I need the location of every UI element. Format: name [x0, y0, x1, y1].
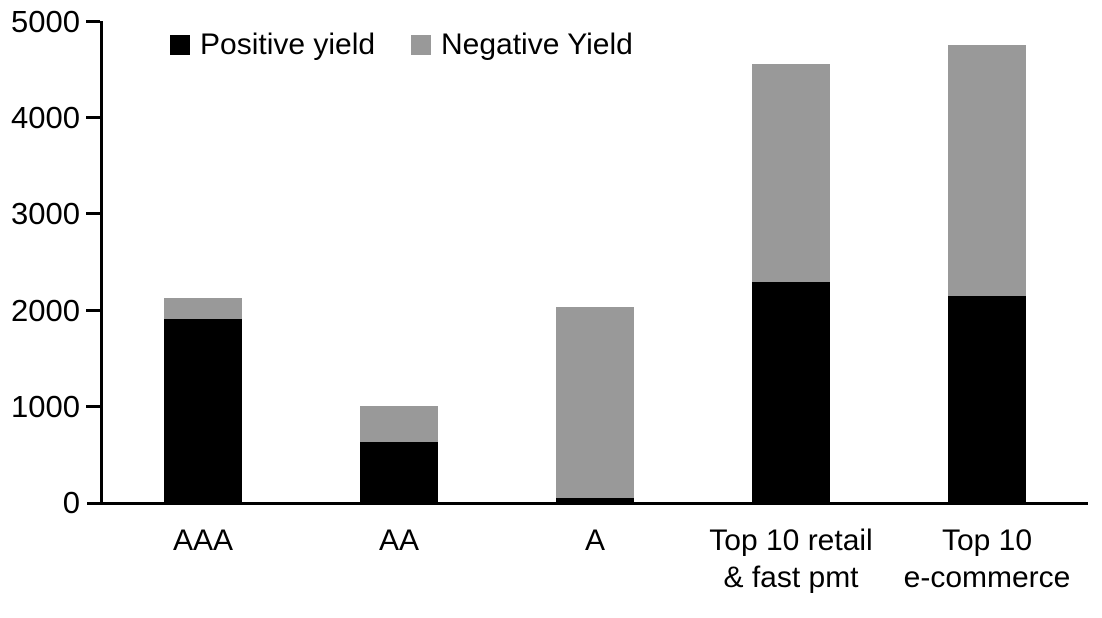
- negative-yield-swatch: [411, 35, 431, 55]
- y-axis-line: [100, 21, 103, 505]
- legend-label-positive-yield: Positive yield: [200, 28, 376, 61]
- category-label: AA: [378, 524, 420, 557]
- bar-segment-negative-yield: [948, 45, 1026, 297]
- y-axis-tick: [86, 116, 100, 120]
- y-axis-tick: [86, 20, 100, 23]
- y-axis-tick: [86, 308, 100, 312]
- bar-segment-negative-yield: [360, 405, 438, 443]
- positive-yield-swatch: [170, 35, 190, 55]
- bar-segment-negative-yield: [164, 298, 242, 320]
- legend-label-negative-yield: Negative Yield: [441, 28, 633, 61]
- bar-segment-positive-yield: [360, 442, 438, 502]
- bar-segment-positive-yield: [164, 319, 242, 502]
- y-axis-tick-label: 5000: [11, 4, 80, 39]
- category-label: A: [584, 524, 605, 557]
- y-axis-tick-label: 4000: [11, 100, 80, 136]
- y-axis-tick-label: 0: [62, 485, 80, 520]
- bar-segment-positive-yield: [752, 281, 830, 502]
- bar-segment-positive-yield: [556, 497, 634, 502]
- legend-item-positive-yield: Positive yield: [170, 28, 375, 62]
- legend-item-negative-yield: Negative Yield: [411, 28, 633, 62]
- category-label: AAA: [172, 524, 234, 557]
- y-axis-tick: [86, 404, 100, 408]
- bar-segment-positive-yield: [948, 296, 1026, 502]
- category-label: Top 10 retail & fast pmt: [709, 524, 873, 594]
- bar-segment-negative-yield: [752, 64, 830, 282]
- y-axis-tick-label: 3000: [11, 196, 80, 232]
- x-axis-line: [87, 502, 1088, 505]
- y-axis-tick: [86, 212, 100, 216]
- y-axis-tick-label: 1000: [11, 388, 80, 424]
- y-axis-tick-label: 2000: [11, 292, 80, 328]
- bar-segment-negative-yield: [556, 306, 634, 498]
- category-label: Top 10 e-commerce: [903, 524, 1071, 594]
